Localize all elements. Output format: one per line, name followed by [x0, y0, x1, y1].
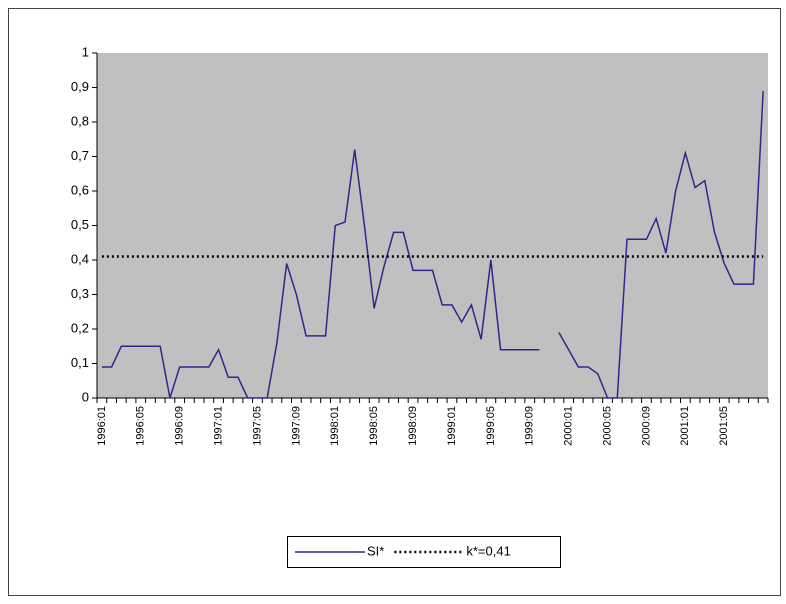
series-line — [101, 90, 764, 399]
y-tick-label: 0,2 — [71, 320, 89, 335]
y-tick-label: 0,1 — [71, 355, 89, 370]
x-tick-label: 1996:05 — [135, 406, 147, 446]
x-tick-label: 1997:01 — [212, 406, 224, 446]
y-tick-label: 0,5 — [71, 217, 89, 232]
y-tick-label: 0 — [82, 389, 89, 404]
y-tick-label: 0,8 — [71, 113, 89, 128]
y-tick-label: 0,9 — [71, 79, 89, 94]
plot-area — [97, 53, 768, 398]
y-tick-label: 0,6 — [71, 182, 89, 197]
y-tick-label: 0,4 — [71, 251, 89, 266]
x-tick-label: 2000:09 — [640, 406, 652, 446]
x-tick-label: 1998:01 — [329, 406, 341, 446]
x-tick-label: 1996:09 — [174, 406, 186, 446]
y-tick-label: 1 — [82, 44, 89, 59]
x-tick-label: 1997:09 — [290, 406, 302, 446]
x-tick-label: 2001:05 — [718, 406, 730, 446]
y-tick-label: 0,7 — [71, 148, 89, 163]
x-tick-label: 1999:09 — [524, 406, 536, 446]
x-tick-label: 2001:01 — [679, 406, 691, 446]
x-tick-label: 1996:01 — [96, 406, 108, 446]
x-tick-label: 1999:01 — [446, 406, 458, 446]
legend-label: SI* — [367, 543, 384, 558]
x-tick-label: 1999:05 — [485, 406, 497, 446]
x-tick-label: 1998:05 — [368, 406, 380, 446]
y-tick-label: 0,3 — [71, 286, 89, 301]
x-tick-label: 1998:09 — [407, 406, 419, 446]
legend-label: k*=0,41 — [466, 543, 510, 558]
legend: SI* k*=0,41 — [287, 536, 561, 568]
x-tick-label: 2000:05 — [601, 406, 613, 446]
x-tick-label: 1997:05 — [251, 406, 263, 446]
x-tick-label: 2000:01 — [563, 406, 575, 446]
